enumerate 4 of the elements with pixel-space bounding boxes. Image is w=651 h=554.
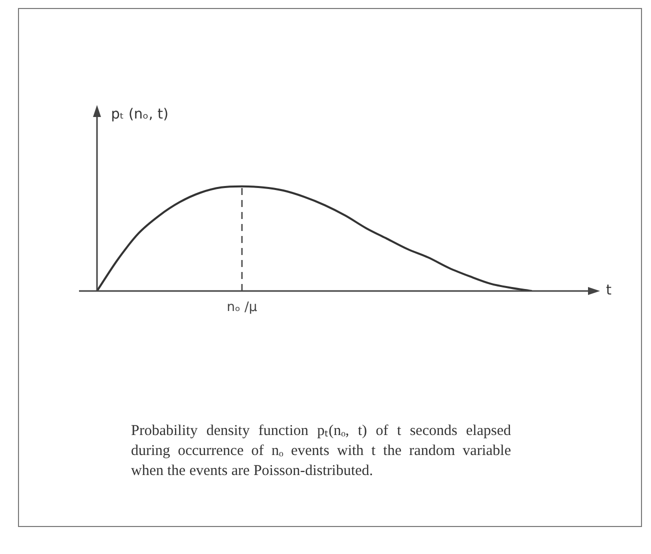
text: Probability density function pₜ(nₒ, t) of t seconds elapsed during occurrence of nₒ events with t the random variable when the events are Poisson-distributed. <box>131 422 511 481</box>
y-axis-title: pₜ (nₒ, t) <box>111 106 168 123</box>
text: nₒ /μ <box>226 300 258 315</box>
x-axis-title: t <box>606 282 612 299</box>
